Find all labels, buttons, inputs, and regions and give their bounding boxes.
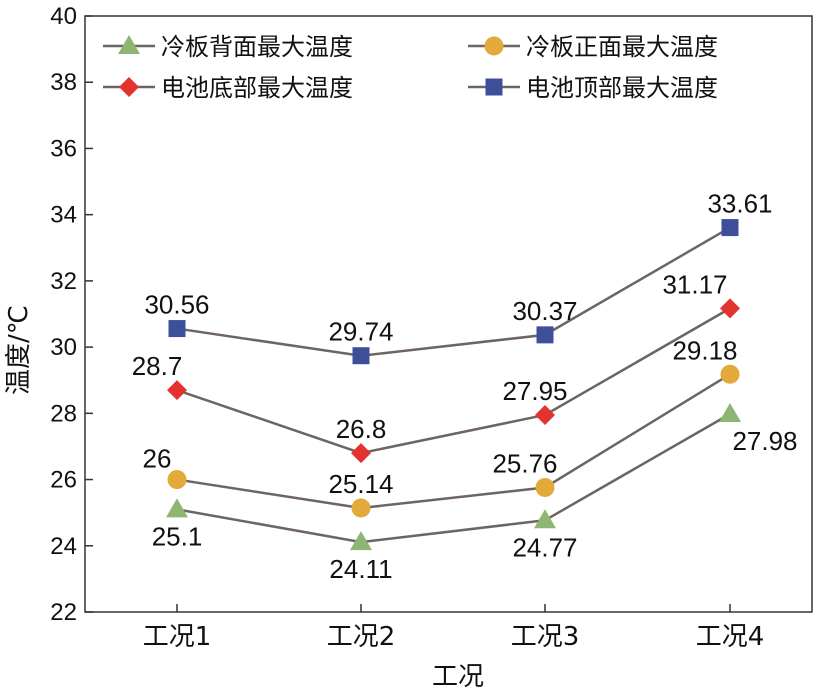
data-label: 27.95 (502, 376, 567, 406)
data-label: 29.18 (672, 335, 737, 365)
y-axis: 22 24 26 28 30 32 34 36 38 40 (50, 3, 93, 626)
y-tick-label: 40 (50, 3, 77, 30)
data-point (351, 443, 371, 464)
x-axis: 工况1 工况2 工况3 工况4 (143, 604, 765, 652)
series-line (176, 226, 731, 357)
y-tick-label: 34 (50, 202, 77, 229)
data-label: 28.7 (132, 351, 183, 381)
data-point (350, 531, 372, 551)
data-point (167, 470, 187, 490)
data-point (535, 404, 555, 425)
data-point (351, 498, 371, 518)
data-label: 29.74 (328, 317, 393, 347)
data-label: 25.1 (152, 521, 203, 551)
data-label: 26 (143, 444, 172, 474)
data-label: 27.98 (732, 426, 797, 456)
data-point (352, 347, 370, 365)
legend-label: 电池底部最大温度 (161, 74, 353, 102)
legend-label: 冷板正面最大温度 (526, 33, 718, 61)
series-line (176, 412, 731, 544)
series-line (176, 373, 731, 510)
y-tick-label: 26 (50, 467, 77, 494)
data-label: 31.17 (662, 269, 727, 299)
legend-label: 冷板背面最大温度 (161, 33, 353, 61)
legend-marker (119, 77, 139, 97)
y-axis-label: 温度/℃ (4, 305, 34, 395)
data-label: 33.61 (707, 189, 772, 219)
data-point (720, 364, 740, 384)
legend-label: 电池顶部最大温度 (526, 74, 718, 102)
data-point (720, 298, 740, 319)
legend-marker (118, 35, 140, 54)
x-tick-label: 工况1 (143, 622, 212, 652)
data-label: 25.14 (328, 469, 393, 499)
data-point (166, 498, 188, 518)
data-point (535, 478, 555, 498)
data-point (168, 320, 186, 338)
y-tick-label: 28 (50, 400, 77, 427)
x-axis-label: 工况 (432, 662, 484, 692)
y-tick-label: 32 (50, 268, 77, 295)
x-tick-label: 工况3 (511, 622, 580, 652)
x-tick-label: 工况4 (696, 622, 765, 652)
y-tick-label: 22 (50, 599, 77, 626)
data-point (719, 402, 741, 422)
series-line (176, 307, 731, 455)
plot-area (84, 15, 813, 613)
data-label: 26.8 (336, 414, 387, 444)
data-point (536, 326, 554, 344)
y-tick-label: 38 (50, 69, 77, 96)
data-label: 30.37 (512, 296, 577, 326)
x-tick-label: 工况2 (327, 622, 396, 652)
data-point (167, 380, 187, 401)
data-label: 24.77 (512, 532, 577, 562)
data-label: 30.56 (144, 290, 209, 320)
y-tick-label: 36 (50, 135, 77, 162)
data-point (721, 219, 739, 237)
y-tick-label: 30 (50, 334, 77, 361)
y-tick-label: 24 (50, 533, 77, 560)
data-labels: 25.1 24.11 24.77 27.98 26 25.14 25.76 29.18 28.7… (132, 189, 798, 585)
data-point (534, 509, 556, 529)
legend-marker (484, 36, 504, 56)
legend-marker (485, 78, 503, 96)
data-label: 25.76 (492, 449, 557, 479)
data-label: 24.11 (329, 554, 392, 584)
series-layer (166, 219, 741, 551)
